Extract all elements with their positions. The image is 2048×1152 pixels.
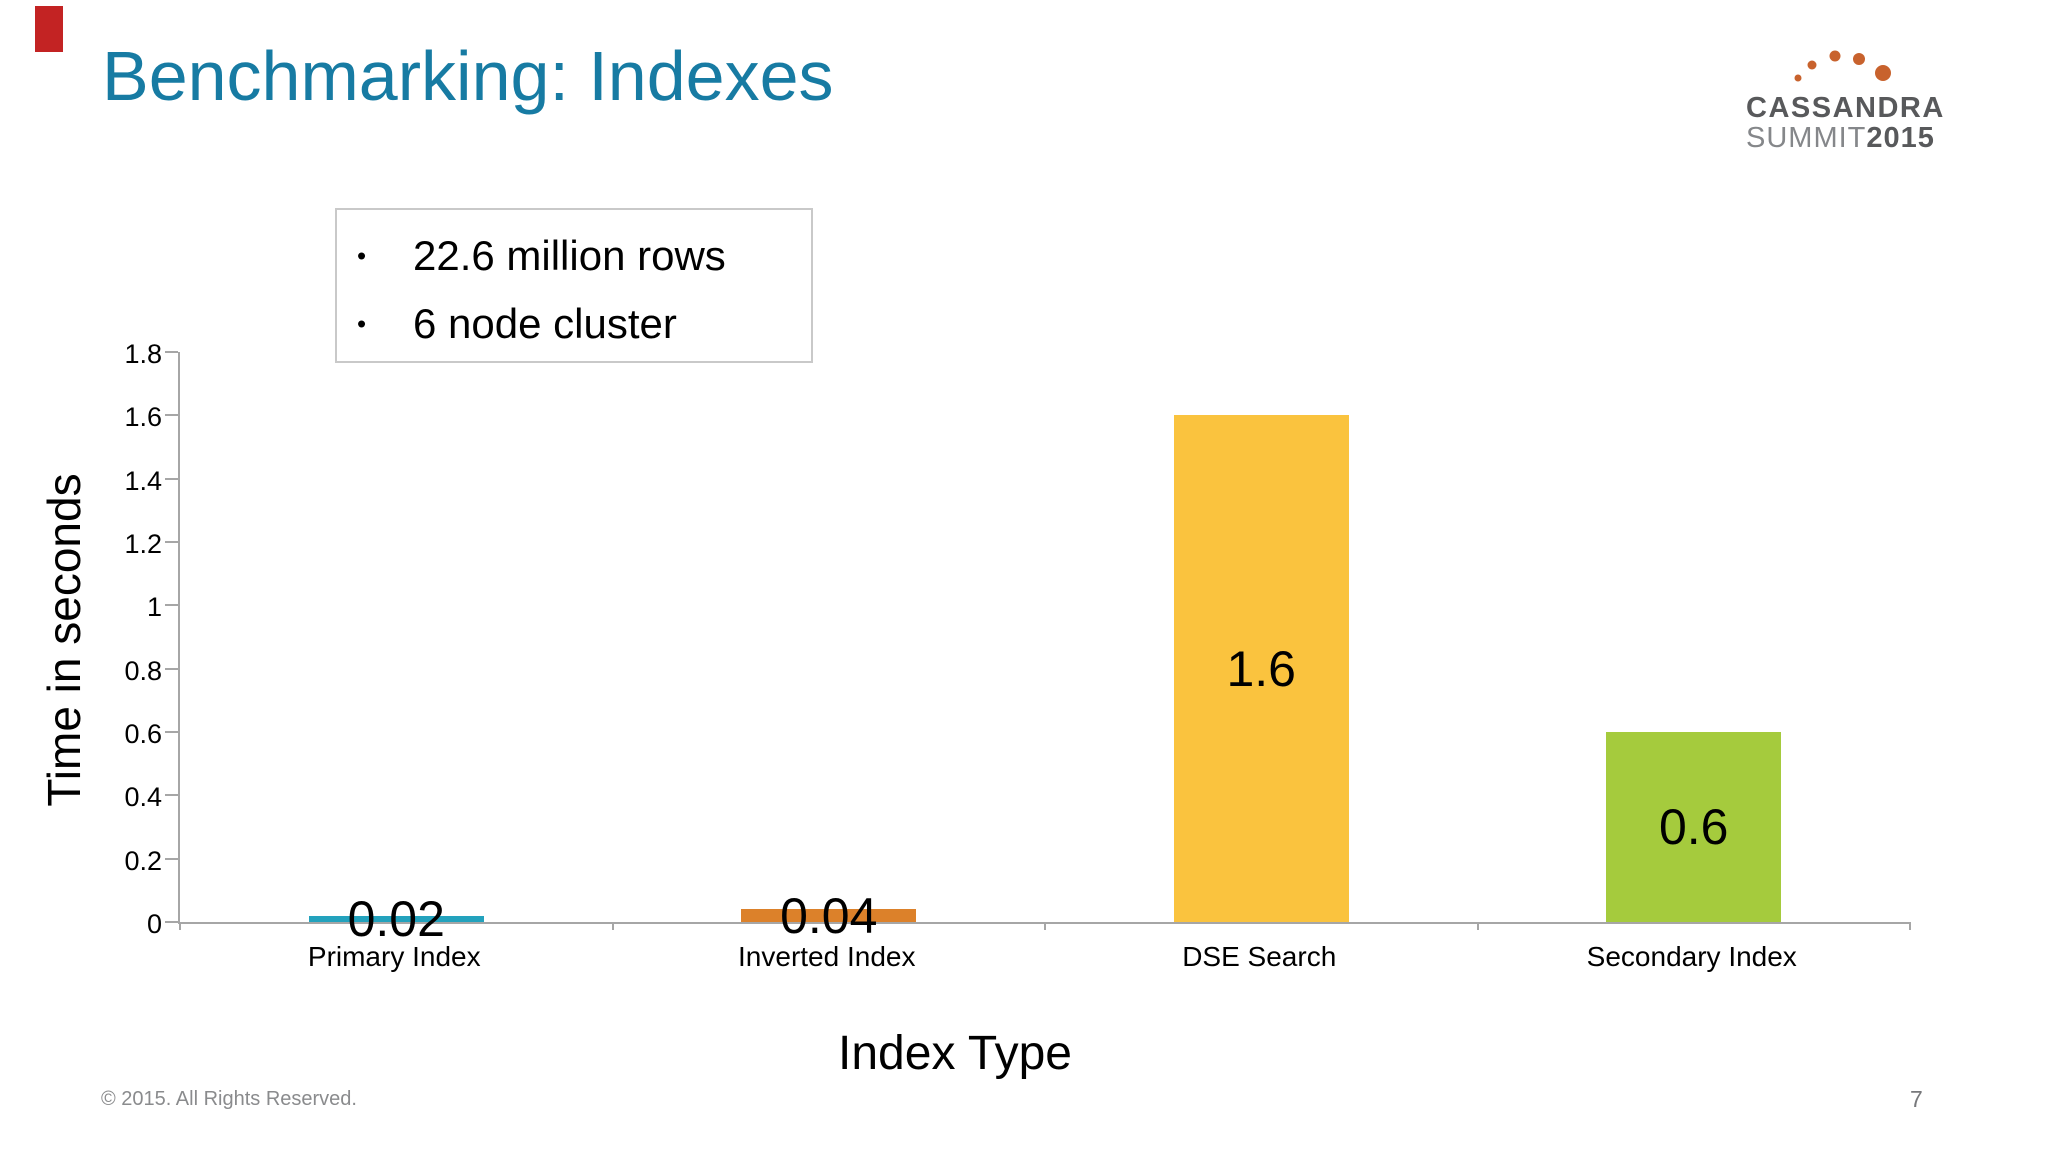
logo-dots-arc-icon [1794, 50, 1891, 82]
logo-summit-text: SUMMIT [1746, 122, 1867, 154]
bar-value-label: 0.02 [347, 890, 445, 947]
cassandra-summit-logo: CASSANDRA SUMMIT2015 [1746, 40, 1956, 160]
logo-summit-year-text: SUMMIT2015 [1746, 122, 1935, 155]
page-number: 7 [1910, 1086, 1923, 1112]
x-axis-title: Index Type [838, 1027, 1072, 1080]
y-axis-tick-label: 0.6 [124, 719, 162, 749]
x-axis-category-labels: Primary Index Inverted Index DSE Search Sec… [178, 940, 1908, 976]
y-axis-tick-label: 0.2 [124, 845, 162, 876]
y-axis-tick-label: 1.2 [124, 529, 162, 559]
x-axis-tick [611, 922, 614, 930]
y-axis-tick-label: 1.4 [124, 465, 162, 496]
y-axis-tick-label: 1 [146, 592, 162, 623]
bullet-text: 22.6 million rows [413, 232, 726, 279]
logo-dot [1807, 60, 1817, 70]
y-axis-tick [165, 794, 178, 797]
x-axis-category-label: Secondary Index [1586, 941, 1797, 972]
bullet-text: 6 node cluster [413, 300, 677, 347]
y-axis-tick [165, 604, 178, 607]
x-axis-tick [1476, 922, 1479, 930]
bullet-icon: • [357, 308, 367, 339]
y-axis-tick [165, 414, 178, 417]
y-axis-tick [165, 477, 178, 480]
copyright-text: © 2015. All Rights Reserved. [101, 1088, 357, 1110]
logo-dot [1875, 65, 1891, 81]
bar-primary-index [308, 915, 484, 922]
y-axis-tick-label: 0.4 [124, 782, 162, 813]
bar-value-label: 0.04 [780, 887, 878, 944]
bar-value-label: 0.6 [1658, 799, 1729, 855]
bullet-icon: • [357, 240, 367, 271]
y-axis-tick [165, 351, 178, 353]
y-axis-tick [165, 731, 178, 733]
x-axis-tick [1909, 922, 1911, 930]
x-axis-tick [179, 922, 181, 930]
y-axis-tick-label: 0 [146, 909, 162, 939]
y-axis-tick [165, 667, 178, 670]
y-axis-tick-labels: 0 0.2 0.4 0.6 0.8 1 1.2 1.4 1.6 1.8 [0, 340, 162, 938]
logo-dot [1829, 50, 1841, 62]
x-axis-category-label: DSE Search [1182, 941, 1337, 972]
logo-dot [1794, 74, 1802, 82]
x-axis-category-label: Primary Index [307, 941, 481, 972]
slide-corner-accent [35, 6, 63, 52]
bullet-item: • 22.6 million rows [337, 222, 811, 290]
info-box: • 22.6 million rows • 6 node cluster [335, 208, 813, 363]
y-axis-tick-label: 1.6 [124, 402, 162, 433]
y-axis-tick [165, 857, 178, 860]
y-axis-tick [165, 921, 178, 923]
logo-cassandra-text: CASSANDRA [1746, 92, 1945, 124]
bar-dse-search [1173, 415, 1349, 922]
y-axis-tick-label: 1.8 [124, 339, 162, 369]
page-title: Benchmarking: Indexes [102, 37, 834, 115]
bar-inverted-index [741, 909, 917, 922]
bullet-item: • 6 node cluster [337, 290, 811, 358]
y-axis-tick-label: 0.8 [124, 655, 162, 686]
x-axis-category-label: Inverted Index [738, 941, 916, 972]
bar-secondary-index [1606, 732, 1782, 922]
x-axis-tick [1044, 922, 1046, 930]
logo-dot [1853, 53, 1865, 65]
y-axis-tick [165, 541, 178, 543]
bar-chart-plot-area: 0.02 0.04 1.6 0.6 [165, 351, 1911, 944]
bar-value-label: 1.6 [1226, 640, 1296, 697]
logo-year-text: 2015 [1866, 122, 1935, 154]
